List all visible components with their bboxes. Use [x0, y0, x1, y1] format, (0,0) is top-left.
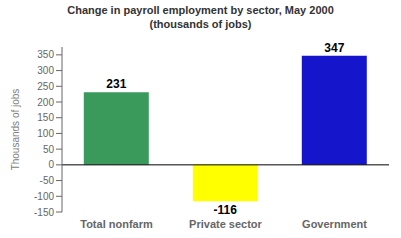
svg-text:50: 50 [43, 144, 55, 155]
svg-text:Government: Government [302, 218, 367, 230]
svg-text:-50: -50 [40, 175, 55, 186]
svg-text:250: 250 [37, 81, 54, 92]
svg-text:-100: -100 [34, 191, 54, 202]
svg-text:200: 200 [37, 97, 54, 108]
svg-text:231: 231 [106, 77, 126, 91]
html-text:(thousands of jobs): (thousands of jobs) [149, 18, 252, 30]
svg-text:350: 350 [37, 49, 54, 60]
svg-text:-150: -150 [34, 207, 54, 218]
svg-text:347: 347 [324, 41, 344, 55]
svg-text:300: 300 [37, 65, 54, 76]
svg-text:Private sector: Private sector [189, 218, 262, 230]
svg-text:150: 150 [37, 112, 54, 123]
svg-text:-116: -116 [214, 203, 238, 217]
svg-text:Total nonfarm: Total nonfarm [80, 218, 153, 230]
html-text:Change in payroll employment b: Change in payroll employment by sector, … [67, 4, 334, 16]
svg-text:Thousands of jobs: Thousands of jobs [10, 89, 21, 171]
svg-text:100: 100 [37, 128, 54, 139]
svg-text:0: 0 [48, 159, 54, 170]
